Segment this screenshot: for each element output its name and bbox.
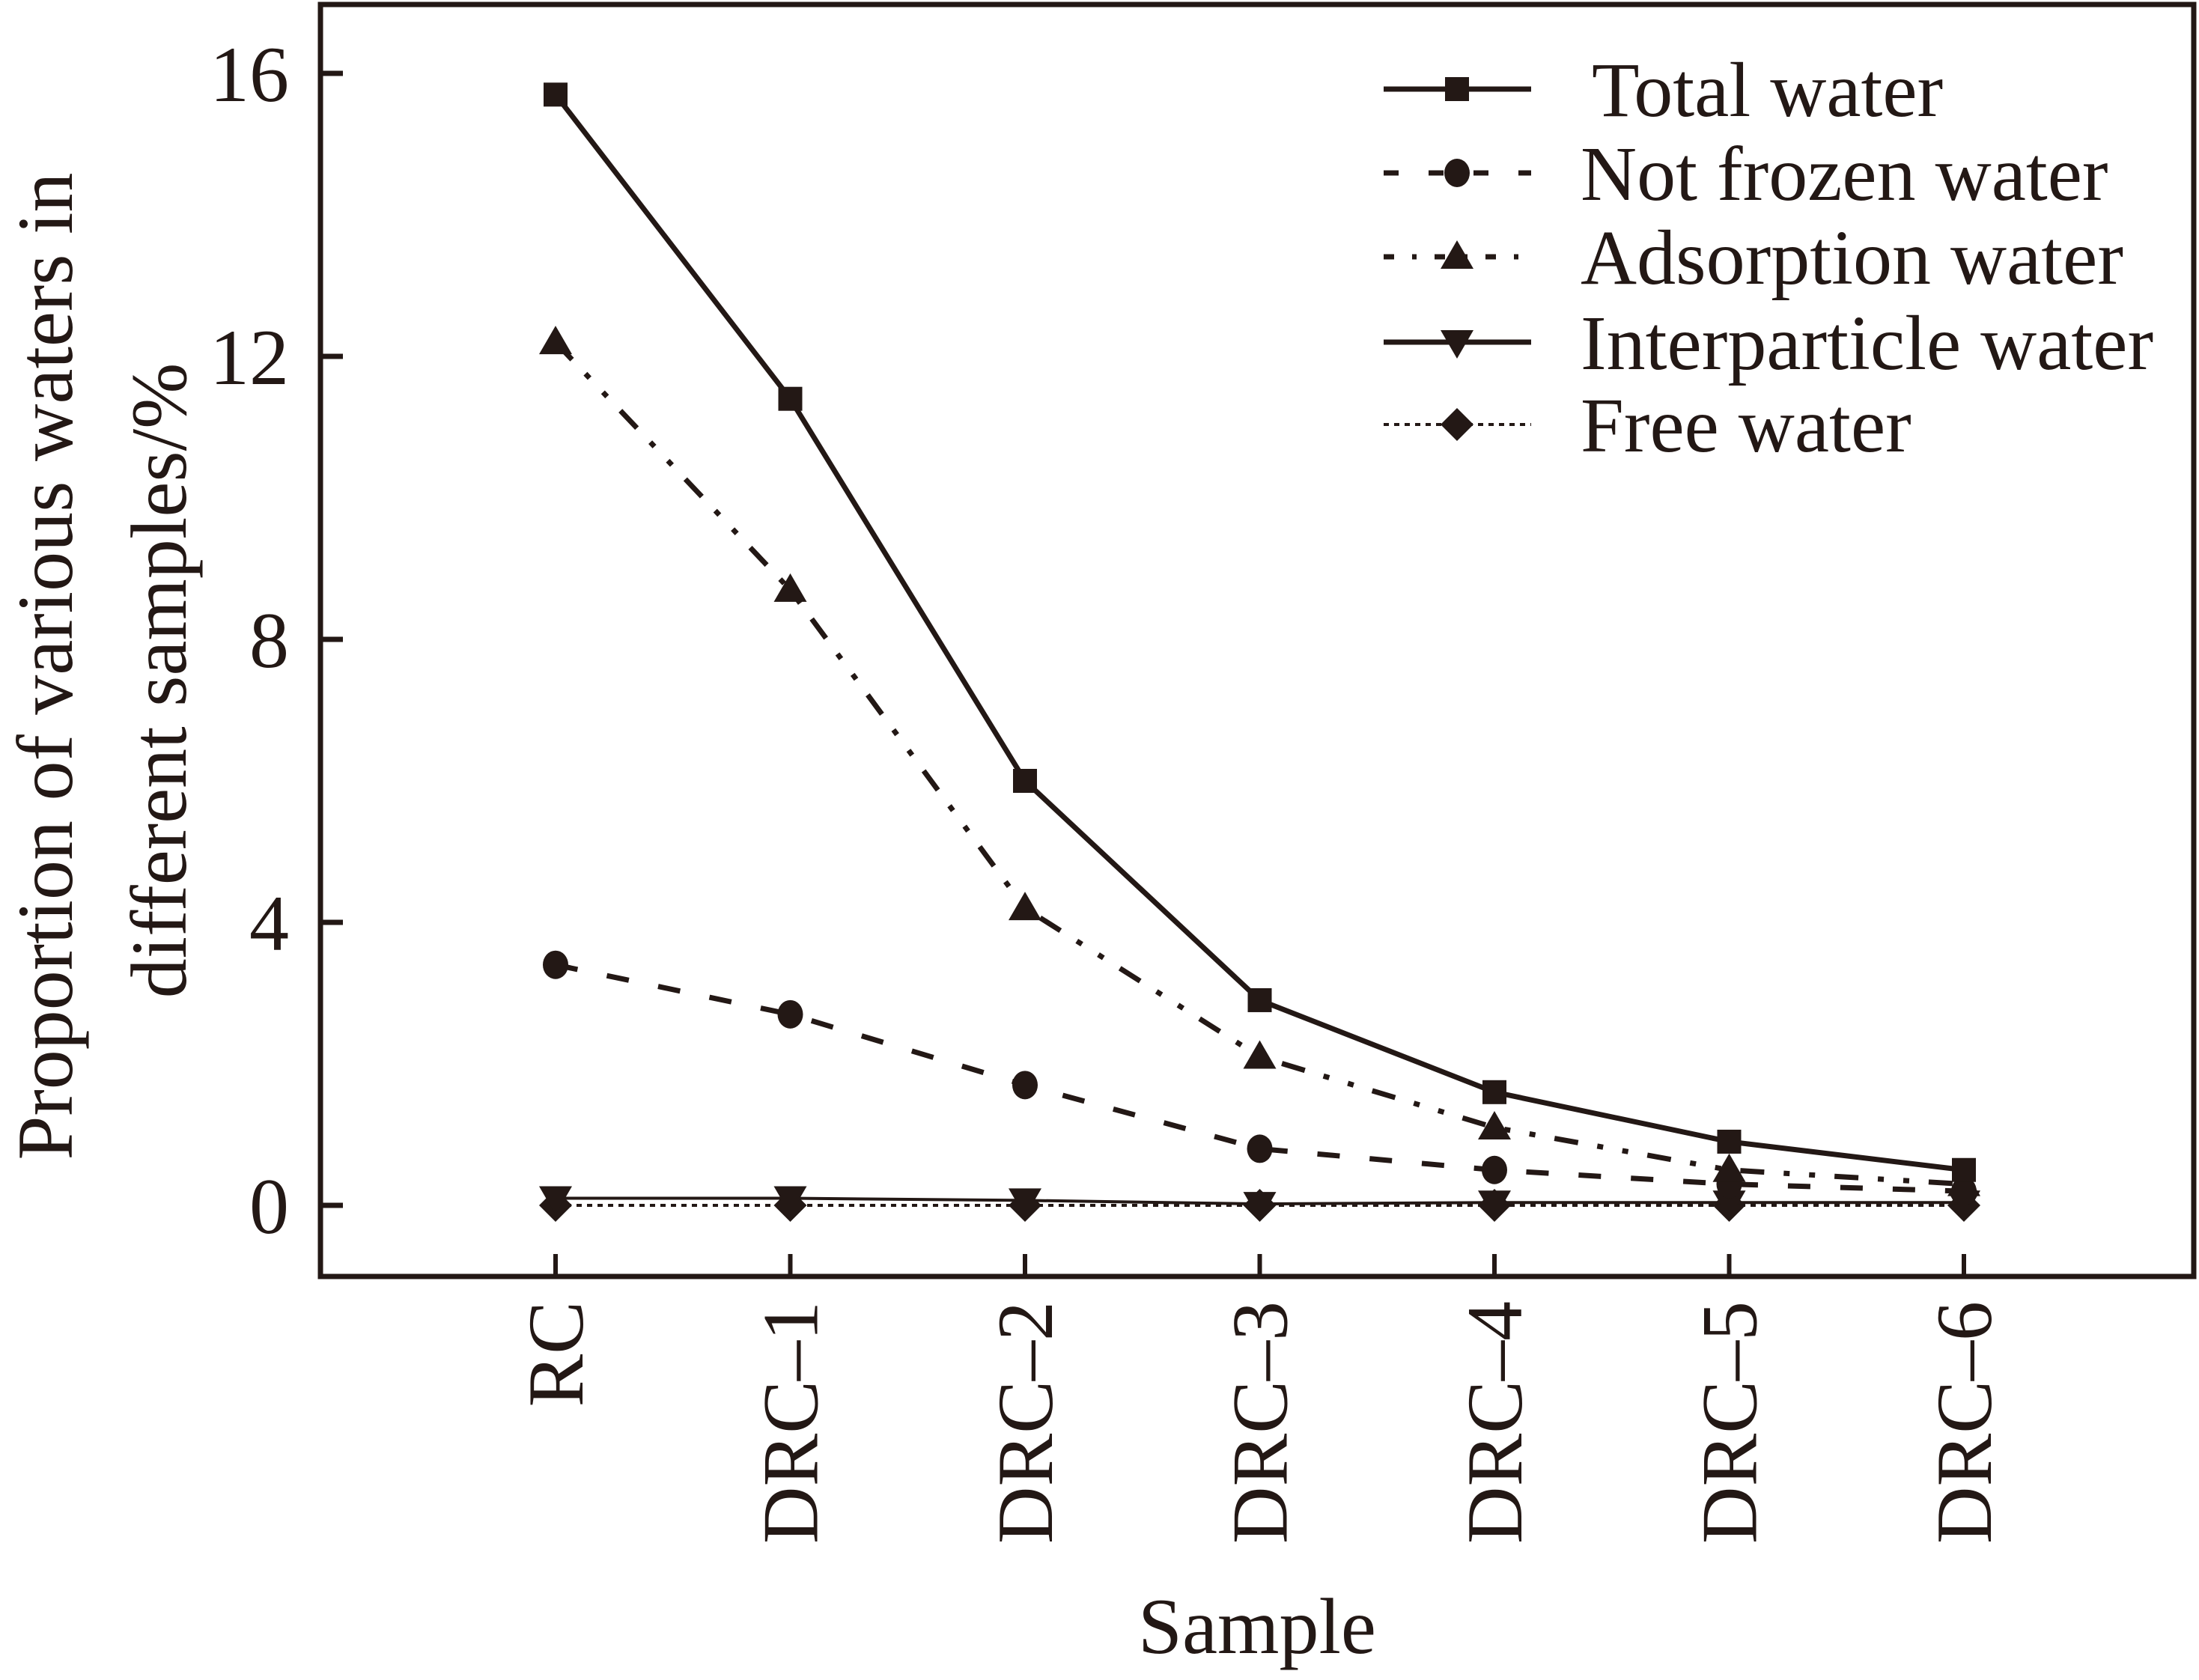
y-axis-title-line-1: Proportion of various waters in (1, 173, 89, 1160)
y-tick-label: 8 (249, 597, 289, 684)
data-point-interparticle-water (1478, 1190, 1511, 1220)
data-point-adsorption-water (1712, 1153, 1746, 1182)
x-tick-label: DRC–2 (982, 1301, 1069, 1544)
legend-item-interparticle-water: Interparticle water (1384, 300, 2153, 386)
data-point-total-water (1013, 769, 1037, 793)
legend-label-adsorption-water: Adsorption water (1581, 215, 2123, 301)
y-tick-label: 4 (249, 880, 289, 967)
y-axis-ticks: 0 4 8 12 16 (210, 31, 343, 1250)
series-total-water (544, 82, 1976, 1182)
legend-item-not-frozen-water: Not frozen water (1384, 131, 2108, 217)
data-point-not-frozen-water (543, 950, 568, 979)
series-layer (539, 82, 1980, 1222)
x-tick-label: DRC–1 (747, 1301, 835, 1544)
x-tick-label: DRC–6 (1920, 1301, 2008, 1544)
data-point-interparticle-water (1243, 1192, 1277, 1221)
data-point-not-frozen-water (1012, 1071, 1038, 1100)
data-point-total-water (1247, 987, 1272, 1012)
x-tick-label: RC (512, 1301, 600, 1407)
data-point-total-water (1952, 1157, 1976, 1182)
data-point-interparticle-water (539, 1186, 572, 1215)
data-point-not-frozen-water (1482, 1155, 1507, 1184)
data-point-adsorption-water (773, 573, 807, 602)
legend-marker-adsorption-water (1441, 240, 1473, 269)
legend-item-adsorption-water: Adsorption water (1384, 215, 2123, 301)
legend-label-interparticle-water: Interparticle water (1581, 300, 2153, 386)
data-point-adsorption-water (1478, 1111, 1511, 1140)
data-point-adsorption-water (539, 326, 572, 355)
y-tick-label: 0 (249, 1163, 289, 1250)
legend-label-total-water: Total water (1592, 47, 1943, 133)
legend-item-total-water: Total water (1384, 47, 1943, 133)
series-adsorption-water (539, 326, 1980, 1196)
data-point-interparticle-water (773, 1186, 807, 1215)
data-point-interparticle-water (1009, 1188, 1041, 1217)
y-tick-label: 16 (210, 31, 289, 118)
data-point-total-water (1717, 1129, 1742, 1154)
data-point-adsorption-water (1243, 1040, 1277, 1069)
series-interparticle-water (539, 1186, 1980, 1221)
data-point-interparticle-water (1712, 1190, 1746, 1220)
data-point-total-water (544, 82, 568, 107)
x-tick-label: DRC–4 (1451, 1301, 1539, 1544)
legend-item-free-water: Free water (1384, 383, 1911, 469)
legend-marker-interparticle-water (1441, 330, 1473, 359)
data-point-not-frozen-water (1247, 1134, 1273, 1163)
x-axis-ticks: RC DRC–1 DRC–2 DRC–3 DRC–4 DRC–5 DRC–6 (512, 1254, 2008, 1544)
y-tick-label: 12 (210, 314, 289, 401)
data-point-total-water (778, 386, 803, 411)
y-axis-title-line-2: different samples/% (115, 363, 203, 999)
legend-marker-free-water (1441, 408, 1473, 441)
legend-marker-not-frozen-water (1444, 159, 1470, 187)
legend-marker-total-water (1445, 77, 1469, 101)
legend-label-free-water: Free water (1581, 383, 1911, 469)
x-axis-title: Sample (1138, 1583, 1376, 1670)
data-point-not-frozen-water (777, 999, 803, 1029)
legend-label-not-frozen-water: Not frozen water (1581, 131, 2108, 217)
data-point-adsorption-water (1009, 892, 1041, 921)
data-point-total-water (1482, 1080, 1506, 1104)
x-tick-label: DRC–3 (1217, 1301, 1304, 1544)
x-tick-label: DRC–5 (1686, 1301, 1774, 1544)
